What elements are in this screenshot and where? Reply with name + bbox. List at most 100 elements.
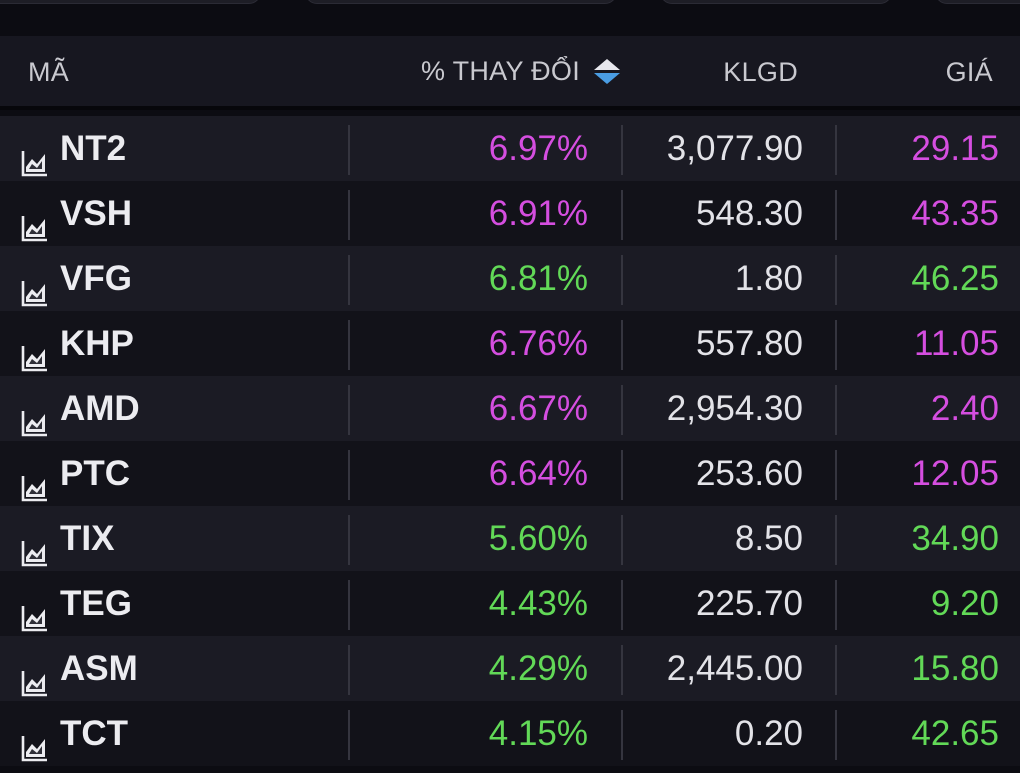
table-row[interactable]: AMD 6.67% 2,954.30 2.40 — [0, 376, 1020, 441]
table-row[interactable]: KHP 6.76% 557.80 11.05 — [0, 311, 1020, 376]
volume-cell: 557.80 — [695, 324, 803, 363]
column-header-symbol[interactable]: MÃ — [28, 57, 70, 87]
column-header-volume[interactable]: KLGD — [723, 57, 798, 87]
column-divider — [348, 255, 350, 305]
symbol-text: VFG — [60, 258, 132, 298]
symbol-cell: TEG — [20, 571, 132, 636]
column-divider — [835, 515, 837, 565]
volume-cell: 2,445.00 — [666, 649, 803, 688]
price-cell: 11.05 — [914, 324, 999, 363]
table-row[interactable]: TCT 4.15% 0.20 42.65 — [0, 701, 1020, 766]
volume-cell: 1.80 — [734, 259, 803, 298]
volume-cell: 253.60 — [695, 454, 803, 493]
column-divider — [621, 125, 623, 175]
column-divider — [348, 125, 350, 175]
price-cell: 34.90 — [911, 519, 999, 558]
filter-tab[interactable] — [935, 0, 1020, 4]
symbol-cell: TCT — [20, 701, 128, 766]
symbol-text: KHP — [60, 323, 134, 363]
column-header-price[interactable]: GIÁ — [945, 57, 993, 87]
symbol-cell: TIX — [20, 506, 114, 571]
price-cell: 2.40 — [930, 389, 999, 428]
chart-icon[interactable] — [20, 719, 50, 761]
volume-cell: 2,954.30 — [666, 389, 803, 428]
column-divider — [835, 645, 837, 695]
column-divider — [348, 385, 350, 435]
chart-icon[interactable] — [20, 654, 50, 696]
table-row[interactable]: VSH 6.91% 548.30 43.35 — [0, 181, 1020, 246]
change-cell: 4.43% — [488, 584, 588, 623]
column-divider — [835, 320, 837, 370]
column-divider — [621, 645, 623, 695]
chart-icon[interactable] — [20, 134, 50, 176]
sort-descending-icon — [594, 72, 620, 84]
symbol-text: AMD — [60, 388, 140, 428]
column-divider — [348, 515, 350, 565]
table-row[interactable]: TIX 5.60% 8.50 34.90 — [0, 506, 1020, 571]
price-cell: 42.65 — [911, 714, 999, 753]
symbol-cell: PTC — [20, 441, 130, 506]
sort-up-down-icon[interactable] — [594, 58, 620, 84]
symbol-cell: AMD — [20, 376, 140, 441]
symbol-text: VSH — [60, 193, 132, 233]
price-cell: 29.15 — [911, 129, 999, 168]
symbol-cell: ASM — [20, 636, 138, 701]
change-cell: 6.91% — [488, 194, 588, 233]
filter-tab[interactable] — [305, 0, 617, 4]
volume-cell: 548.30 — [695, 194, 803, 233]
table-row[interactable]: PTC 6.64% 253.60 12.05 — [0, 441, 1020, 506]
column-divider — [835, 450, 837, 500]
chart-icon[interactable] — [20, 264, 50, 306]
column-divider — [835, 710, 837, 760]
chart-icon[interactable] — [20, 394, 50, 436]
change-cell: 6.76% — [488, 324, 588, 363]
column-header-change[interactable]: % THAY ĐỔI — [421, 36, 620, 106]
column-divider — [348, 710, 350, 760]
column-divider — [621, 710, 623, 760]
column-divider — [348, 580, 350, 630]
chart-icon[interactable] — [20, 199, 50, 241]
column-divider — [348, 645, 350, 695]
chart-icon[interactable] — [20, 459, 50, 501]
change-cell: 6.64% — [488, 454, 588, 493]
change-cell: 4.29% — [488, 649, 588, 688]
symbol-text: PTC — [60, 453, 130, 493]
chart-icon[interactable] — [20, 524, 50, 566]
filter-tab[interactable] — [660, 0, 892, 4]
table-row[interactable]: NT2 6.97% 3,077.90 29.15 — [0, 116, 1020, 181]
symbol-cell: VFG — [20, 246, 132, 311]
column-divider — [621, 580, 623, 630]
price-cell: 15.80 — [911, 649, 999, 688]
column-divider — [835, 125, 837, 175]
column-divider — [835, 385, 837, 435]
table-row[interactable]: VFG 6.81% 1.80 46.25 — [0, 246, 1020, 311]
change-cell: 5.60% — [488, 519, 588, 558]
price-cell: 12.05 — [911, 454, 999, 493]
table-row[interactable]: ASM 4.29% 2,445.00 15.80 — [0, 636, 1020, 701]
chart-icon[interactable] — [20, 329, 50, 371]
symbol-text: ASM — [60, 648, 138, 688]
column-divider — [621, 515, 623, 565]
volume-cell: 0.20 — [734, 714, 803, 753]
symbol-text: NT2 — [60, 128, 127, 168]
filter-tab[interactable] — [0, 0, 261, 4]
chart-icon[interactable] — [20, 589, 50, 631]
symbol-text: TIX — [60, 518, 115, 558]
change-cell: 6.81% — [488, 259, 588, 298]
price-cell: 43.35 — [911, 194, 999, 233]
symbol-text: TEG — [60, 583, 132, 623]
column-divider — [835, 580, 837, 630]
price-cell: 46.25 — [911, 259, 999, 298]
symbol-cell: NT2 — [20, 116, 126, 181]
column-divider — [621, 190, 623, 240]
volume-cell: 225.70 — [695, 584, 803, 623]
table-row[interactable]: TEG 4.43% 225.70 9.20 — [0, 571, 1020, 636]
column-divider — [621, 450, 623, 500]
volume-cell: 3,077.90 — [666, 129, 803, 168]
column-divider — [348, 450, 350, 500]
table-header: MÃ % THAY ĐỔI KLGD GIÁ — [0, 36, 1020, 110]
volume-cell: 8.50 — [734, 519, 803, 558]
filter-tab-strip — [0, 0, 1020, 36]
change-cell: 6.97% — [488, 129, 588, 168]
